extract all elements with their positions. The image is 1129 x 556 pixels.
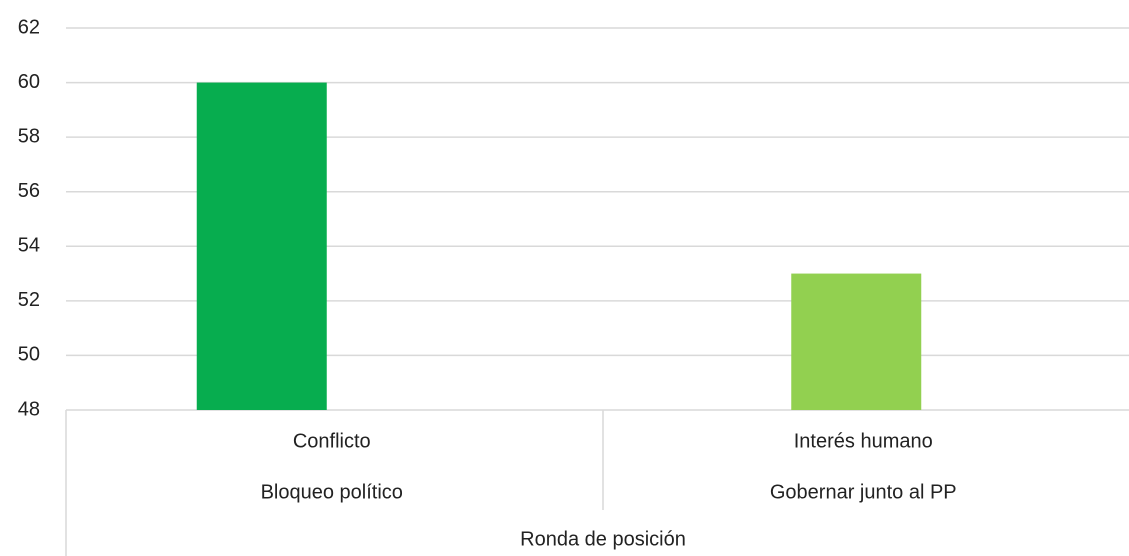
bar bbox=[196, 82, 327, 411]
x-subcategory-label: Gobernar junto al PP bbox=[770, 481, 957, 503]
y-tick-label: 58 bbox=[18, 125, 40, 147]
y-tick-label: 50 bbox=[18, 344, 40, 366]
y-tick-label: 60 bbox=[18, 71, 40, 93]
x-tick-label: Interés humano bbox=[794, 430, 933, 452]
y-tick-label: 54 bbox=[18, 235, 40, 257]
x-subcategory-label: Bloqueo político bbox=[261, 481, 403, 503]
y-tick-label: 52 bbox=[18, 289, 40, 311]
bar bbox=[791, 273, 922, 410]
group-label: Ronda de posición bbox=[520, 528, 686, 550]
y-tick-label: 48 bbox=[18, 398, 40, 420]
y-tick-label: 56 bbox=[18, 180, 40, 202]
y-tick-label: 62 bbox=[18, 16, 40, 38]
x-tick-label: Conflicto bbox=[293, 430, 371, 452]
